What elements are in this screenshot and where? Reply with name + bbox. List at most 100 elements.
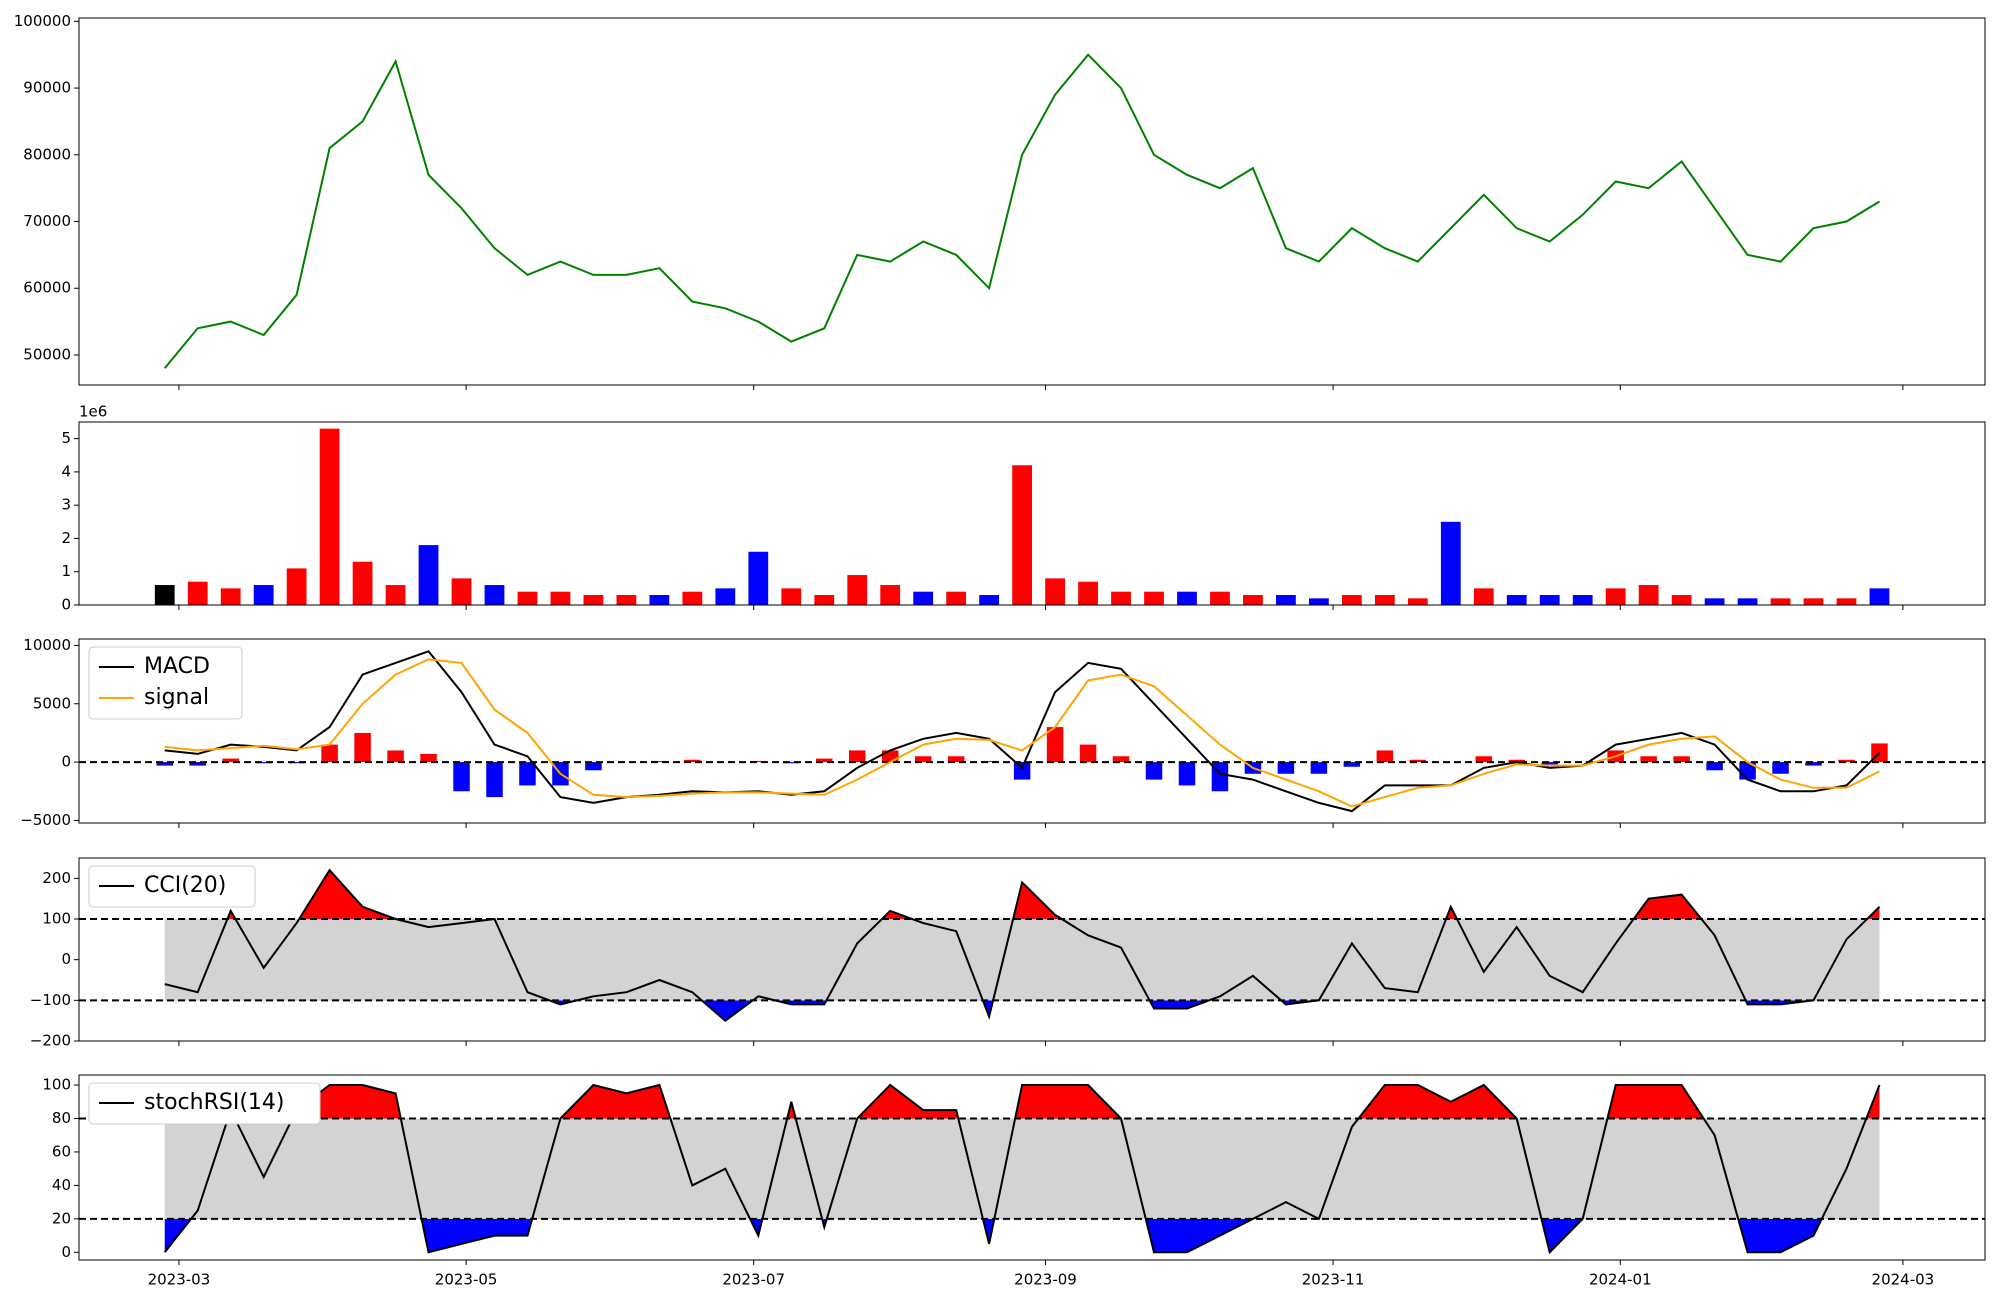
volume-bar [1704, 598, 1725, 605]
plot-frame [78, 421, 1986, 606]
volume-bar [1539, 595, 1560, 605]
y-tick-label: 60000 [23, 279, 71, 297]
y-tick-label: 3 [61, 496, 71, 514]
histogram-bar [1475, 756, 1493, 763]
legend-box [88, 1082, 321, 1125]
histogram-bar [914, 756, 932, 763]
histogram-bar [1805, 762, 1822, 766]
histogram-bar [1706, 762, 1723, 771]
volume-bar [715, 588, 736, 605]
y-tick-label: 5 [61, 429, 71, 447]
legend: CCI(20) [88, 865, 256, 908]
volume-bar [550, 591, 571, 605]
overbought-fill [164, 870, 1880, 919]
volume-bar [1440, 521, 1461, 605]
volume-bar [979, 595, 1000, 605]
volume-bar [418, 545, 439, 605]
y-tick-label: 100000 [14, 12, 71, 30]
plot-frame [78, 638, 1986, 824]
histogram-bar [1541, 762, 1558, 765]
histogram-bar [1178, 762, 1196, 786]
histogram-bar [1046, 727, 1064, 763]
volume-bar [1045, 578, 1065, 605]
histogram-bar [519, 762, 536, 786]
y-tick-label: −5000 [20, 811, 71, 829]
volume-bar [1671, 595, 1692, 605]
y-tick-label: 100 [42, 910, 71, 928]
volume-bar [1308, 598, 1329, 605]
volume-bar [814, 595, 835, 605]
legend: stochRSI(14) [88, 1082, 321, 1125]
volume-bar [253, 585, 274, 605]
y-tick-label: 80000 [23, 145, 71, 163]
histogram-bar [750, 760, 767, 763]
histogram-bar [1343, 762, 1361, 767]
volume-bar [187, 581, 208, 605]
y-tick-label: 90000 [23, 79, 71, 97]
histogram-bar [354, 732, 371, 763]
volume-bar [616, 595, 637, 605]
volume-bar [1803, 598, 1824, 605]
volume-bar [781, 588, 802, 605]
volume-bar [1407, 598, 1428, 605]
volume-bar [517, 591, 538, 605]
histogram-bar [222, 758, 239, 763]
histogram-bar [1376, 750, 1394, 763]
panel: 50000 60000 70000 80000 90000 100000 [14, 12, 1904, 390]
volume-bar [286, 568, 307, 605]
volume-bar [1276, 595, 1296, 605]
y-tick-label: 20 [52, 1209, 71, 1227]
volume-bar [154, 585, 175, 605]
legend-box [88, 646, 243, 720]
volume-bar [1144, 591, 1164, 605]
y-tick-label: 80 [52, 1109, 71, 1127]
volume-bar [1506, 595, 1527, 605]
y-tick-label: 100 [42, 1076, 71, 1094]
histogram-bar [420, 753, 437, 763]
volume-bar [913, 591, 934, 605]
y-tick-label: 40 [52, 1176, 71, 1194]
legend-label: MACD [144, 654, 210, 679]
x-tick-label: 2023-03 [148, 1271, 211, 1289]
histogram-bar [1079, 744, 1097, 763]
volume-bar [1374, 595, 1395, 605]
volume-bar [1341, 595, 1362, 605]
histogram-bar [651, 760, 668, 763]
histogram-bar [1409, 759, 1427, 763]
y-tick-label: −100 [30, 991, 71, 1009]
histogram-bar [684, 759, 701, 763]
plot-frame [78, 857, 1986, 1042]
volume-bar [1210, 591, 1230, 605]
series-line [164, 650, 1881, 813]
oversold-fill [549, 1000, 1814, 1021]
volume-bar [847, 575, 868, 605]
volume-bar [220, 588, 241, 605]
volume-bar [748, 551, 769, 605]
volume-bar [1177, 591, 1197, 605]
y-tick-label: 10000 [23, 636, 71, 654]
panel: 0 20 40 60 80 100 2023-03 2023-05 2023-07 2023-09… [42, 1076, 1985, 1289]
histogram-bar [189, 762, 206, 766]
y-tick-label: 50000 [23, 345, 71, 363]
histogram-bar [1145, 762, 1163, 780]
histogram-bar [783, 762, 800, 764]
plot-frame [78, 1074, 1986, 1261]
overbought-fill [164, 1085, 1880, 1119]
neutral-band [164, 919, 1880, 1001]
panel: 0 1 2 3 4 5 1e6 [61, 403, 1904, 614]
histogram-bar [1640, 756, 1657, 763]
histogram-bar [1013, 762, 1031, 780]
legend-box [88, 865, 256, 908]
histogram-bar [387, 750, 404, 763]
volume-bar [1836, 598, 1857, 605]
volume-bar [1605, 588, 1626, 605]
volume-bar [1473, 588, 1494, 605]
histogram-bar [980, 760, 998, 763]
panel: −200 −100 0 100 200 [30, 868, 1985, 1050]
y-tick-label: 200 [42, 869, 71, 887]
volume-bar [1111, 591, 1131, 605]
x-tick-label: 2023-07 [722, 1271, 785, 1289]
histogram-bar [1277, 762, 1295, 774]
y-tick-label: 0 [61, 753, 71, 771]
histogram-bar [255, 762, 272, 764]
